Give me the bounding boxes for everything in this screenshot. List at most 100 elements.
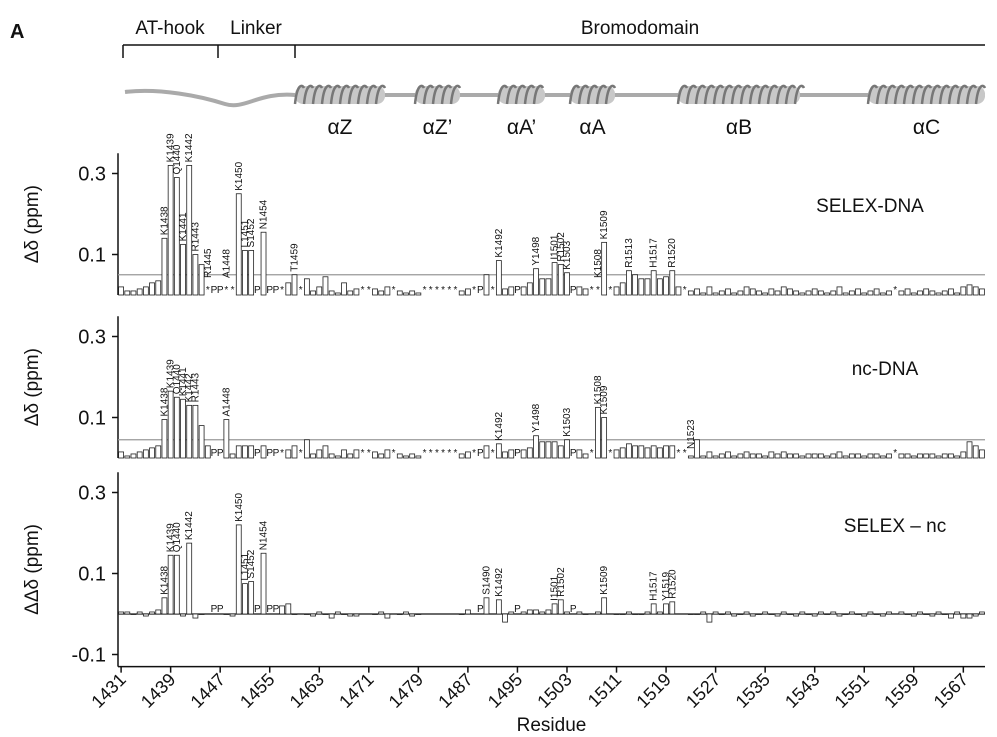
- bar: [669, 445, 676, 459]
- bar: [582, 288, 589, 296]
- helix-turn: [532, 84, 545, 105]
- bar: [966, 284, 973, 296]
- residue-label: T1459: [289, 243, 300, 272]
- bar: [155, 280, 162, 296]
- residue-symbol: *: [447, 285, 451, 296]
- residue-symbol: *: [435, 285, 439, 296]
- residue-symbol: *: [280, 285, 284, 296]
- bar: [799, 611, 806, 615]
- bar: [242, 250, 248, 296]
- residue-label: R1502: [556, 567, 567, 597]
- bar: [638, 278, 645, 296]
- helix-turn: [523, 84, 536, 105]
- bar: [756, 290, 762, 296]
- bar: [526, 282, 533, 296]
- bar: [836, 451, 843, 459]
- bar: [372, 613, 378, 615]
- helix-turn: [413, 84, 426, 105]
- bar: [167, 164, 174, 296]
- helix-turn: [929, 84, 942, 105]
- bar: [886, 290, 892, 296]
- bar: [805, 453, 812, 459]
- bar: [495, 599, 502, 615]
- bar: [304, 278, 310, 296]
- domain-bracket: [122, 44, 985, 58]
- bar: [737, 290, 744, 296]
- bar: [180, 613, 186, 617]
- bar: [687, 290, 694, 296]
- bar: [910, 613, 917, 617]
- x-tick-label: 1431: [87, 669, 129, 711]
- bar: [564, 439, 570, 459]
- bar: [935, 292, 942, 296]
- bar: [118, 286, 124, 296]
- bar: [347, 290, 354, 296]
- x-tick-label: 1471: [335, 669, 377, 711]
- bar: [502, 288, 508, 296]
- bar: [917, 611, 923, 615]
- bar: [502, 613, 508, 623]
- bar: [861, 455, 868, 459]
- bar: [378, 290, 385, 296]
- residue-label: K1439: [166, 359, 177, 388]
- helices: [293, 84, 987, 105]
- bar: [508, 611, 515, 615]
- y-tick-label: 0.1: [78, 408, 106, 430]
- bar: [669, 601, 676, 615]
- bar: [322, 276, 329, 296]
- bar: [805, 290, 812, 296]
- bar: [737, 613, 744, 615]
- residue-label: K1442: [184, 511, 195, 540]
- bar: [198, 425, 205, 459]
- bar: [818, 290, 824, 296]
- bar: [749, 288, 756, 296]
- bar: [873, 613, 880, 615]
- residue-symbol: *: [472, 285, 476, 296]
- residue-symbol: *: [299, 448, 303, 459]
- bar: [248, 581, 255, 615]
- bar: [706, 286, 713, 296]
- residue-label: K1503: [562, 407, 573, 436]
- bar: [954, 611, 961, 615]
- bar: [960, 451, 967, 459]
- bar: [793, 613, 799, 617]
- backbone: [124, 88, 985, 108]
- bar: [136, 451, 143, 459]
- helix-body: [295, 86, 385, 104]
- residue-label: N1454: [259, 199, 270, 229]
- bar: [842, 455, 849, 459]
- helix-turn: [712, 84, 725, 105]
- bar: [867, 611, 874, 615]
- bar: [848, 453, 855, 459]
- bar: [917, 290, 923, 296]
- residue-symbol: *: [590, 448, 594, 459]
- bar: [675, 286, 682, 296]
- helix-turn: [866, 84, 879, 105]
- residue-label: K1438: [159, 565, 170, 594]
- helix-turn: [505, 84, 518, 105]
- helix-turn: [965, 84, 978, 105]
- bar: [923, 288, 930, 296]
- bar: [799, 292, 806, 296]
- residue-symbol: P: [273, 285, 280, 296]
- bar: [929, 290, 936, 296]
- x-tick-label: 1535: [732, 669, 774, 711]
- residue-label: I1501: [550, 575, 561, 600]
- bar: [743, 611, 750, 615]
- bar: [186, 404, 193, 459]
- bar: [502, 451, 508, 459]
- helix-label: αZ’: [423, 116, 453, 139]
- bar: [149, 611, 155, 615]
- residue-label: K1508: [593, 249, 604, 278]
- bar: [533, 435, 539, 459]
- bar: [310, 453, 316, 459]
- residue-label: Q1440: [172, 522, 183, 552]
- bar: [632, 445, 638, 459]
- bar: [842, 292, 849, 296]
- bar: [291, 445, 298, 459]
- residue-label: K1492: [494, 228, 505, 257]
- panel-label: A: [10, 21, 24, 43]
- residue-label: R1502: [556, 232, 567, 262]
- bar: [663, 603, 669, 615]
- helix-turn: [748, 84, 761, 105]
